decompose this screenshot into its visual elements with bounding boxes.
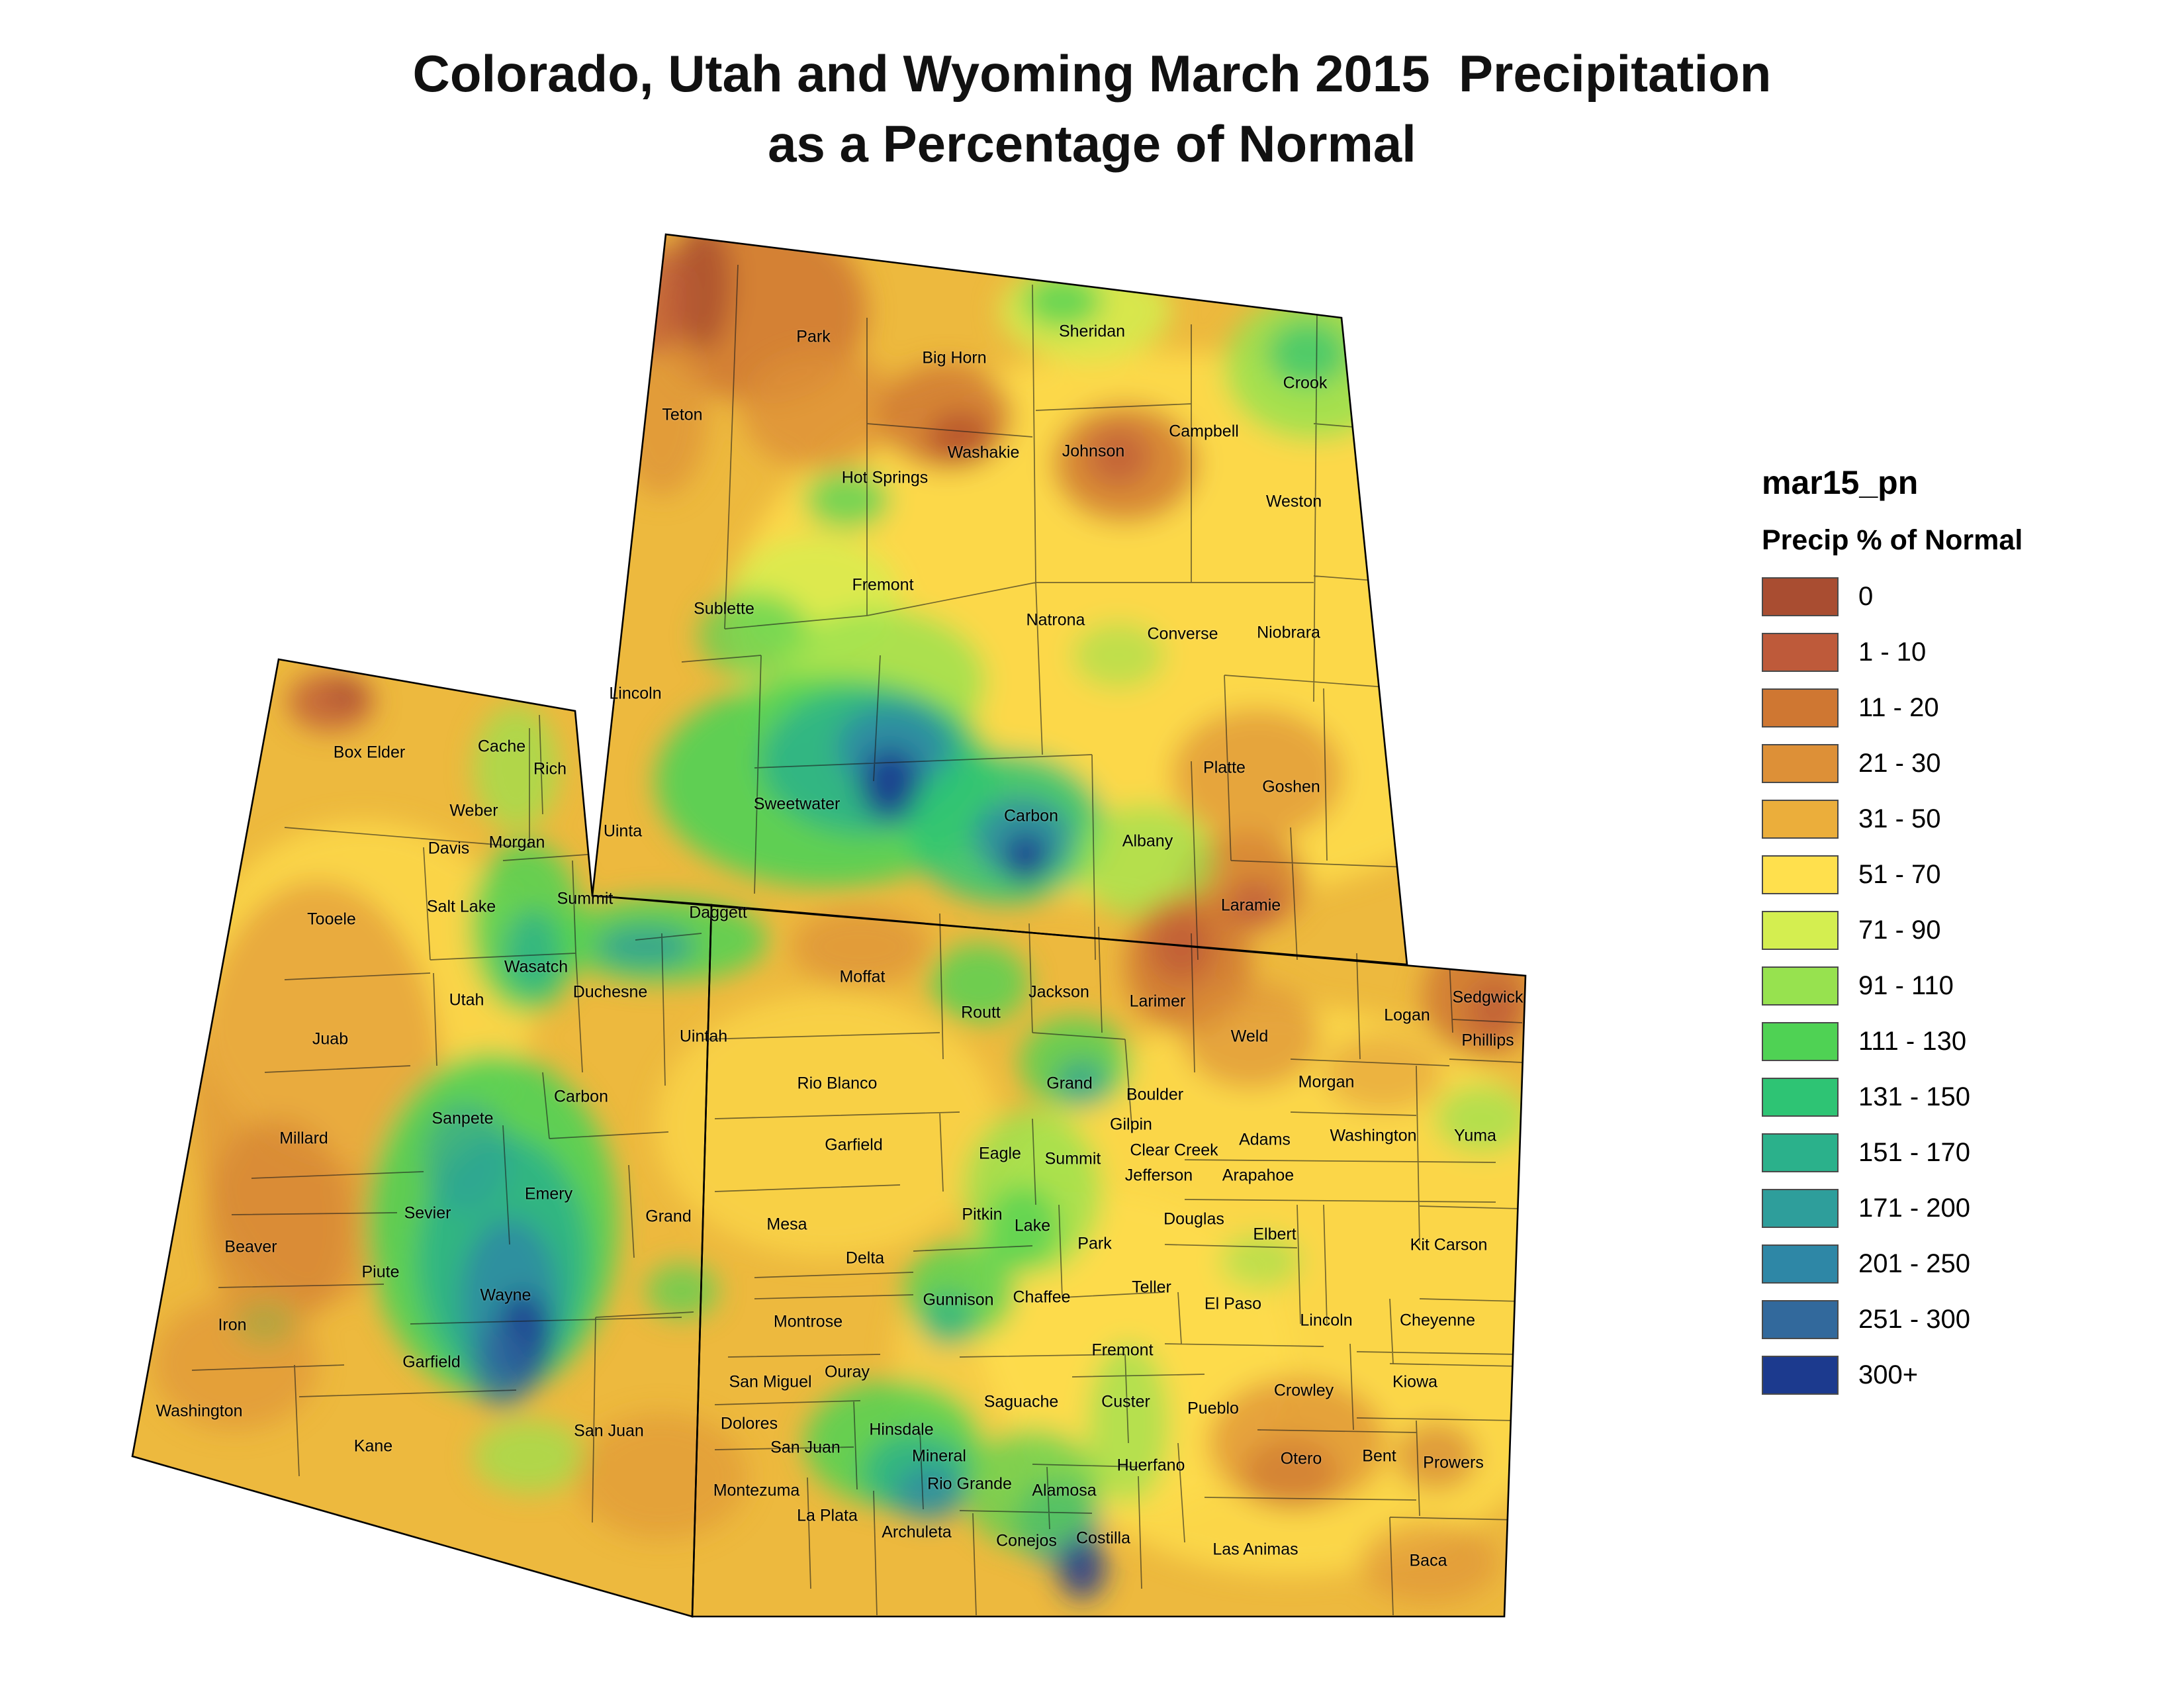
- legend-swatch: [1762, 910, 1839, 950]
- legend-row: 171 - 200: [1762, 1188, 2132, 1228]
- legend: mar15_pn Precip % of Normal 0 1 - 10 11 - …: [1762, 463, 2132, 1411]
- legend-class-label: 21 - 30: [1858, 748, 1941, 778]
- legend-swatch: [1762, 855, 1839, 894]
- page-title: Colorado, Utah and Wyoming March 2015 Pr…: [0, 38, 2184, 179]
- legend-class-label: 31 - 50: [1858, 804, 1941, 833]
- legend-row: 11 - 20: [1762, 688, 2132, 727]
- legend-swatch: [1762, 1299, 1839, 1339]
- legend-row: 1 - 10: [1762, 632, 2132, 672]
- legend-heading: mar15_pn: [1762, 464, 1919, 501]
- legend-swatch: [1762, 1133, 1839, 1172]
- legend-class-label: 71 - 90: [1858, 915, 1941, 945]
- county-boundaries: [191, 264, 1523, 1616]
- legend-swatch: [1762, 1244, 1839, 1284]
- page-title-line2: as a Percentage of Normal: [768, 115, 1416, 173]
- legend-row: 21 - 30: [1762, 743, 2132, 783]
- legend-class-label: 151 - 170: [1858, 1137, 1971, 1167]
- legend-row: 201 - 250: [1762, 1244, 2132, 1284]
- legend-swatch: [1762, 799, 1839, 839]
- page-title-line1: Colorado, Utah and Wyoming March 2015 Pr…: [412, 44, 1772, 103]
- legend-swatch: [1762, 632, 1839, 672]
- legend-class-label: 300+: [1858, 1360, 1919, 1389]
- raster-layer: [132, 234, 1525, 1617]
- legend-row: 131 - 150: [1762, 1077, 2132, 1117]
- legend-class-label: 51 - 70: [1858, 859, 1941, 889]
- legend-swatch: [1762, 1021, 1839, 1061]
- legend-class-label: 111 - 130: [1858, 1026, 1967, 1056]
- legend-class-label: 131 - 150: [1858, 1082, 1971, 1111]
- legend-row: 71 - 90: [1762, 910, 2132, 950]
- legend-rows: 0 1 - 10 11 - 20 21 - 30 31 - 50 51 - 70 71 - …: [1762, 577, 2132, 1395]
- legend-subheading: Precip % of Normal: [1762, 524, 2023, 556]
- legend-row: 111 - 130: [1762, 1021, 2132, 1061]
- legend-row: 51 - 70: [1762, 855, 2132, 894]
- legend-row: 31 - 50: [1762, 799, 2132, 839]
- legend-swatch: [1762, 1077, 1839, 1117]
- legend-class-label: 1 - 10: [1858, 637, 1927, 667]
- state-outlines: [131, 233, 1527, 1618]
- legend-swatch: [1762, 966, 1839, 1006]
- legend-row: 0: [1762, 577, 2132, 616]
- legend-class-label: 0: [1858, 581, 1874, 611]
- legend-swatch: [1762, 688, 1839, 727]
- legend-row: 151 - 170: [1762, 1133, 2132, 1172]
- legend-class-label: 171 - 200: [1858, 1193, 1971, 1223]
- legend-row: 91 - 110: [1762, 966, 2132, 1006]
- legend-class-label: 11 - 20: [1858, 692, 1939, 722]
- legend-swatch: [1762, 743, 1839, 783]
- legend-class-label: 251 - 300: [1858, 1304, 1971, 1334]
- legend-row: 251 - 300: [1762, 1299, 2132, 1339]
- legend-swatch: [1762, 577, 1839, 616]
- legend-swatch: [1762, 1355, 1839, 1395]
- legend-row: 300+: [1762, 1355, 2132, 1395]
- legend-class-label: 91 - 110: [1858, 970, 1954, 1000]
- legend-swatch: [1762, 1188, 1839, 1228]
- legend-class-label: 201 - 250: [1858, 1248, 1971, 1278]
